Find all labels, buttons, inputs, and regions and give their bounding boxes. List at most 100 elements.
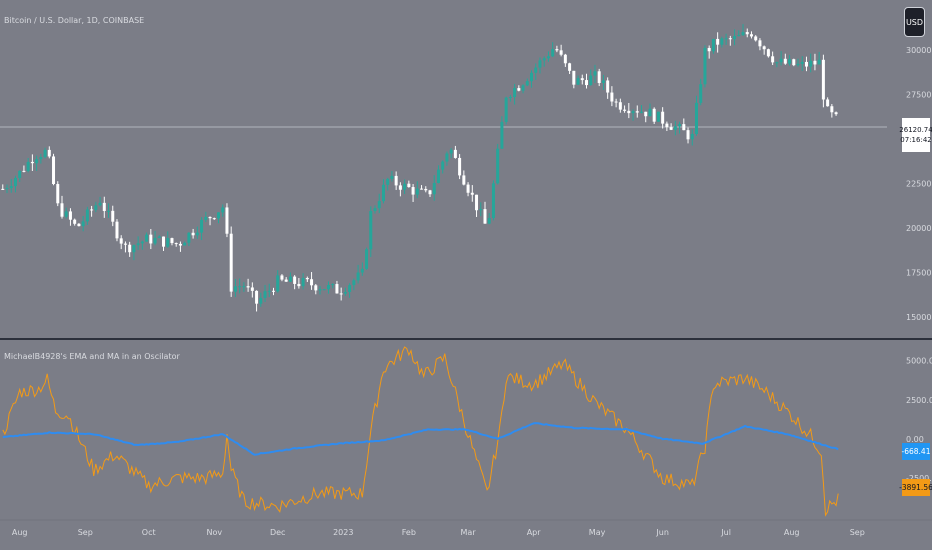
candle-body bbox=[81, 221, 85, 227]
candle-body bbox=[585, 80, 589, 86]
candle-body bbox=[136, 243, 140, 246]
candle-body bbox=[500, 121, 504, 149]
candle-body bbox=[276, 275, 280, 292]
time-axis-label: Oct bbox=[142, 528, 156, 537]
candle-body bbox=[796, 63, 800, 66]
candle-body bbox=[623, 109, 627, 111]
candle-body bbox=[356, 272, 360, 281]
candle-body bbox=[834, 112, 838, 115]
candle-body bbox=[758, 40, 762, 47]
candle-body bbox=[652, 108, 656, 122]
candle-body bbox=[733, 36, 737, 40]
time-axis-label: Jul bbox=[720, 528, 731, 537]
oscillator-y-axis: 5000.00 2500.00 0.00 -2500.00 bbox=[906, 357, 932, 483]
candle-body bbox=[483, 209, 487, 224]
candle-body bbox=[242, 286, 246, 288]
oscillator-axis-label: 0.00 bbox=[906, 435, 924, 444]
last-price-value: 26120.74 bbox=[899, 126, 932, 134]
candle-body bbox=[487, 217, 491, 224]
time-axis-label: May bbox=[589, 528, 606, 537]
candle-body bbox=[204, 216, 208, 220]
candle-body bbox=[140, 241, 144, 244]
candle-body bbox=[1, 188, 5, 190]
price-y-axis: 15000.0017500.0020000.0022500.0025000.00… bbox=[906, 46, 932, 322]
candle-body bbox=[673, 126, 677, 130]
candle-body bbox=[90, 209, 94, 211]
candle-body bbox=[212, 218, 216, 220]
candle-body bbox=[365, 249, 369, 269]
currency-badge[interactable]: USD bbox=[904, 7, 925, 37]
candle-body bbox=[800, 61, 804, 64]
candle-body bbox=[267, 290, 271, 292]
candle-body bbox=[576, 78, 580, 85]
candle-body bbox=[762, 46, 766, 50]
time-axis-label: Sep bbox=[78, 528, 93, 537]
candle-body bbox=[149, 234, 153, 244]
candle-body bbox=[73, 219, 77, 224]
candle-body bbox=[56, 184, 60, 204]
candle-body bbox=[737, 35, 741, 37]
candle-body bbox=[783, 58, 787, 64]
candle-body bbox=[183, 242, 187, 246]
candle-body bbox=[678, 124, 682, 127]
candle-body bbox=[200, 219, 204, 233]
candle-body bbox=[162, 236, 166, 247]
candle-body bbox=[830, 106, 834, 113]
candle-body bbox=[191, 232, 195, 236]
candle-body bbox=[508, 97, 512, 99]
candle-body bbox=[280, 275, 284, 280]
price-axis-label: 30000.00 bbox=[906, 46, 932, 55]
candle-body bbox=[466, 184, 470, 193]
candle-body bbox=[13, 177, 17, 187]
candle-body bbox=[322, 289, 326, 291]
candle-body bbox=[534, 67, 538, 73]
candle-body bbox=[30, 161, 34, 164]
candle-body bbox=[77, 223, 81, 227]
candle-body bbox=[170, 238, 174, 244]
candle-body bbox=[284, 279, 288, 282]
candle-body bbox=[686, 130, 690, 140]
candle-body bbox=[530, 72, 534, 82]
candle-body bbox=[415, 188, 419, 195]
candle-body bbox=[517, 88, 521, 91]
candle-body bbox=[436, 169, 440, 183]
candle-body bbox=[826, 99, 830, 107]
candle-body bbox=[711, 38, 715, 52]
candle-body bbox=[627, 110, 631, 114]
candle-body bbox=[352, 280, 356, 286]
candle-body bbox=[716, 38, 720, 45]
candle-body bbox=[555, 49, 559, 51]
candle-body bbox=[217, 212, 220, 219]
candle-body bbox=[348, 285, 352, 292]
price-axis-label: 22500.00 bbox=[906, 180, 932, 189]
candle-body bbox=[453, 149, 457, 158]
candle-body bbox=[606, 80, 610, 93]
candle-body bbox=[432, 182, 436, 195]
oscillator-axis-label: 5000.00 bbox=[906, 357, 932, 366]
candle-body bbox=[111, 210, 115, 222]
candle-body bbox=[18, 170, 22, 178]
candle-body bbox=[724, 38, 728, 40]
time-axis-label: Feb bbox=[402, 528, 416, 537]
candle-body bbox=[741, 32, 745, 36]
candle-body bbox=[618, 102, 622, 110]
candle-body bbox=[690, 133, 694, 140]
time-axis-label: Apr bbox=[527, 528, 542, 537]
candle-body bbox=[157, 236, 161, 238]
candle-body bbox=[640, 111, 643, 113]
candle-body bbox=[250, 287, 254, 291]
candle-body bbox=[580, 78, 584, 81]
candle-body bbox=[305, 277, 309, 280]
candle-body bbox=[572, 70, 576, 85]
oscillator-title: MichaelB4928's EMA and MA in an Oscilato… bbox=[4, 352, 180, 361]
candle-body bbox=[301, 277, 305, 287]
candle-body bbox=[229, 233, 233, 292]
candle-body bbox=[775, 62, 779, 64]
time-axis-label: Nov bbox=[206, 528, 222, 537]
candle-body bbox=[771, 56, 775, 63]
candle-body bbox=[559, 50, 563, 55]
candle-body bbox=[656, 111, 660, 122]
time-axis[interactable]: Aug Sep Oct Nov Dec 2023 Feb Mar Apr May Jun Jul Aug… bbox=[12, 528, 865, 537]
candle-body bbox=[766, 49, 770, 57]
